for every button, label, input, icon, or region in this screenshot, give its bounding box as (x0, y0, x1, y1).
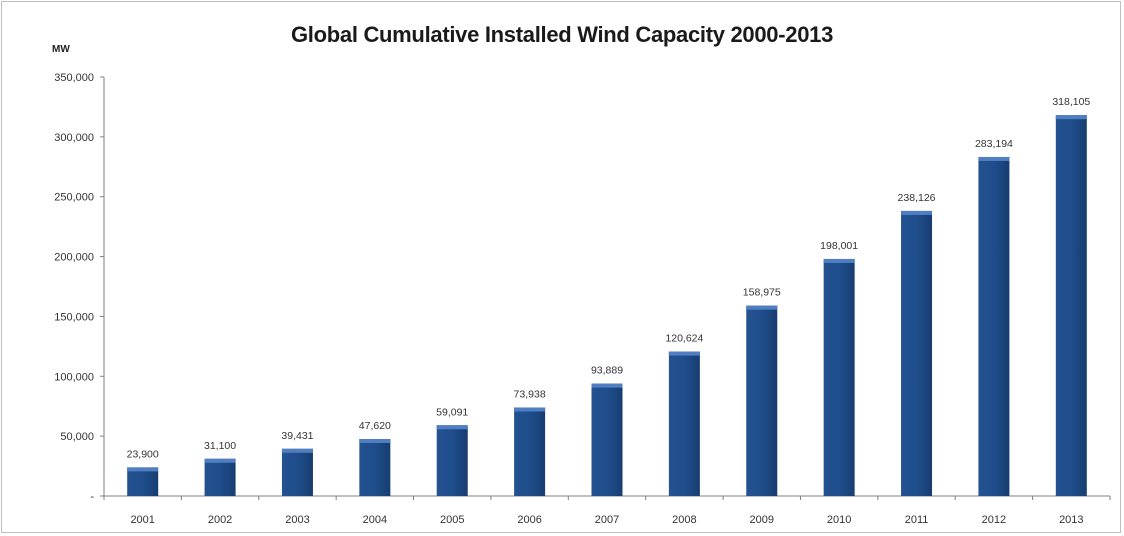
data-label-2004: 47,620 (359, 420, 391, 432)
bar-top-cap (204, 458, 236, 463)
bar-2006 (514, 407, 546, 496)
y-tick-label: 50,000 (60, 431, 94, 443)
data-label-2003: 39,431 (281, 430, 313, 442)
bar-top-cap (746, 305, 778, 310)
bar-top-cap (436, 425, 468, 430)
bar-2005 (436, 425, 468, 496)
y-tick-label: 250,000 (54, 192, 94, 204)
y-tick-label: 150,000 (54, 311, 94, 323)
x-tick-label: 2009 (750, 514, 774, 526)
y-tick-label: - (90, 491, 94, 503)
x-tick-label: 2003 (285, 514, 309, 526)
data-label-2009: 158,975 (743, 287, 781, 299)
bar-2012 (978, 156, 1010, 496)
bar-2013 (1055, 115, 1087, 497)
data-label-2001: 23,900 (127, 448, 159, 460)
bar-2003 (281, 448, 313, 496)
bar-top-cap (978, 156, 1010, 161)
bar-top-cap (901, 210, 933, 215)
y-tick-label: 200,000 (54, 252, 94, 264)
bar-top-cap (281, 448, 313, 453)
x-tick-label: 2004 (363, 514, 387, 526)
bar-top-cap (1055, 115, 1087, 120)
data-label-2006: 73,938 (514, 388, 546, 400)
bar-top-cap (823, 258, 855, 263)
data-label-2002: 31,100 (204, 440, 236, 452)
x-tick-label: 2002 (208, 514, 232, 526)
x-tick-label: 2006 (517, 514, 541, 526)
x-tick-label: 2007 (595, 514, 619, 526)
x-tick-label: 2010 (827, 514, 851, 526)
data-label-2008: 120,624 (665, 333, 703, 345)
bar-2010 (823, 258, 855, 496)
bar-2001 (127, 467, 159, 496)
bar-top-cap (591, 383, 623, 388)
bar-2007 (591, 383, 623, 496)
data-label-2013: 318,105 (1052, 96, 1090, 108)
data-label-2012: 283,194 (975, 138, 1013, 150)
data-label-2007: 93,889 (591, 365, 623, 377)
x-tick-label: 2013 (1059, 514, 1083, 526)
bar-2004 (359, 438, 391, 496)
data-label-2011: 238,126 (898, 192, 936, 204)
y-axis-label: MW (52, 44, 70, 55)
data-label-2010: 198,001 (820, 240, 858, 252)
bar-2002 (204, 458, 236, 496)
x-tick-label: 2012 (982, 514, 1006, 526)
bar-2009 (746, 305, 778, 496)
y-tick-label: 350,000 (54, 72, 94, 84)
bar-2008 (668, 351, 700, 496)
bar-top-cap (668, 351, 700, 356)
bar-top-cap (514, 407, 546, 412)
bar-2011 (901, 210, 933, 497)
chart-title: Global Cumulative Installed Wind Capacit… (290, 22, 834, 47)
y-tick-label: 100,000 (54, 371, 94, 383)
data-label-2005: 59,091 (436, 406, 468, 418)
bar-top-cap (359, 438, 391, 443)
x-tick-label: 2005 (440, 514, 464, 526)
bar-top-cap (127, 467, 159, 472)
x-tick-label: 2011 (905, 514, 929, 526)
x-tick-label: 2001 (130, 514, 154, 526)
y-tick-label: 300,000 (54, 132, 94, 144)
x-tick-label: 2008 (672, 514, 696, 526)
